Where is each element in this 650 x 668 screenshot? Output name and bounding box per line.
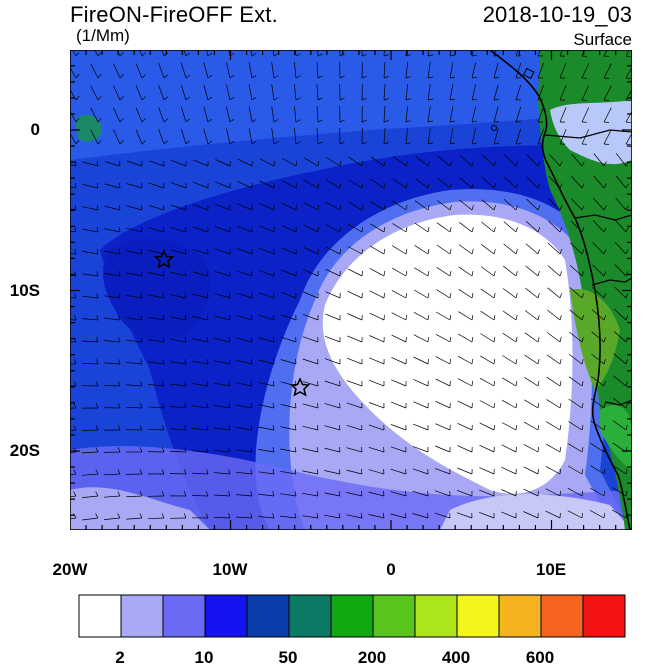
wind-barb-flag xyxy=(406,315,407,320)
wind-barb-flag xyxy=(538,469,539,474)
colorbar-swatch xyxy=(79,595,121,637)
wind-barb-flag xyxy=(494,144,499,145)
wind-barb-flag xyxy=(252,315,253,320)
lon-label-20w: 20W xyxy=(40,560,100,580)
wind-barb-flag xyxy=(604,78,609,79)
wind-barb-flag xyxy=(560,491,561,496)
lon-label-0: 0 xyxy=(361,560,421,580)
colorbar-swatch xyxy=(415,595,457,637)
wind-barb-flag xyxy=(362,271,363,276)
colorbar-label: 10 xyxy=(174,648,234,668)
colorbar-label: 600 xyxy=(510,648,570,668)
wind-barb xyxy=(82,430,98,431)
wind-barb xyxy=(192,496,208,497)
wind-barb-flag xyxy=(296,183,297,188)
lat-label-0: 0 xyxy=(0,120,40,140)
wind-barb-flag xyxy=(406,491,407,496)
lat-label-10s: 10S xyxy=(0,281,40,301)
colorbar-swatch xyxy=(583,595,625,637)
colorbar-swatch xyxy=(331,595,373,637)
wind-barb-flag xyxy=(494,56,499,57)
colorbar-swatch xyxy=(457,595,499,637)
wind-barb-flag xyxy=(230,293,231,298)
wind-barb-flag xyxy=(186,249,187,254)
colorbar-label: 400 xyxy=(426,648,486,668)
wind-barb-flag xyxy=(164,227,165,232)
map-panel xyxy=(70,50,632,530)
wind-barb-flag xyxy=(142,205,143,210)
units-label: (1/Mm) xyxy=(76,26,130,46)
colorbar-label: 2 xyxy=(90,648,150,668)
colorbar-swatch xyxy=(247,595,289,637)
colorbar-swatch xyxy=(121,595,163,637)
lon-label-10w: 10W xyxy=(200,560,260,580)
wind-barb-flag xyxy=(120,183,121,188)
wind-barb-flag xyxy=(494,100,499,101)
wind-barb-flag xyxy=(604,144,609,145)
map-datetime: 2018-10-19_03 xyxy=(483,2,632,28)
wind-barb-flag xyxy=(274,161,275,166)
level-label: Surface xyxy=(573,30,632,50)
colorbar-label: 200 xyxy=(342,648,402,668)
wind-barb-flag xyxy=(340,425,341,430)
lat-label-20s: 20S xyxy=(0,441,40,461)
wind-barb-flag xyxy=(494,425,495,430)
wind-barb-flag xyxy=(494,122,499,123)
colorbar xyxy=(78,594,626,638)
wind-barb-flag xyxy=(582,513,583,518)
wind-barb-flag xyxy=(494,78,499,79)
wind-barb-flag xyxy=(428,337,429,342)
wind-barb-flag xyxy=(604,100,609,101)
wind-barb-flag xyxy=(384,469,385,474)
wind-barb-flag xyxy=(362,447,363,452)
wind-barb xyxy=(170,474,186,475)
colorbar-swatch xyxy=(289,595,331,637)
wind-barb-flag xyxy=(450,359,451,364)
lon-label-10e: 10E xyxy=(521,560,581,580)
colorbar-swatch xyxy=(499,595,541,637)
colorbar-swatch xyxy=(205,595,247,637)
map-title: FireON-FireOFF Ext. xyxy=(70,2,278,28)
colorbar-swatch xyxy=(163,595,205,637)
colorbar-label: 50 xyxy=(258,648,318,668)
wind-barb-flag xyxy=(516,447,517,452)
colorbar-swatch xyxy=(541,595,583,637)
wind-barb-flag xyxy=(604,122,609,123)
wind-barb-flag xyxy=(208,271,209,276)
wind-barb-flag xyxy=(384,293,385,298)
wind-barb-flag xyxy=(340,249,341,254)
wind-barb-flag xyxy=(318,403,319,408)
colorbar-swatch xyxy=(373,595,415,637)
wind-barb-flag xyxy=(604,56,609,57)
